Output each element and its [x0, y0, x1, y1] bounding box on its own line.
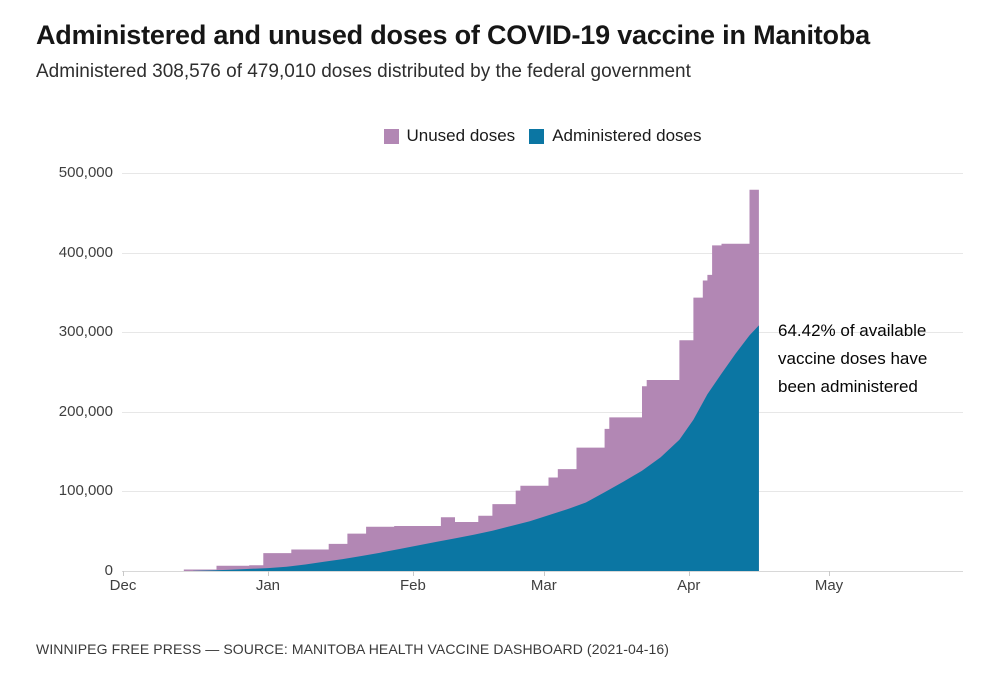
gridline: [122, 252, 963, 254]
annotation-callout: 64.42% of available vaccine doses have b…: [778, 321, 928, 396]
page-subtitle: Administered 308,576 of 479,010 doses di…: [36, 61, 691, 82]
area-administered-doses: [193, 325, 759, 571]
legend-label-unused: Unused doses: [406, 126, 516, 145]
x-axis-tick: [829, 571, 830, 576]
area-unused-doses: [183, 189, 759, 571]
x-axis-tick: [412, 571, 414, 576]
footer-credit: WINNIPEG FREE PRESS — SOURCE: MANITOBA H…: [36, 641, 670, 657]
x-axis-label: Dec: [109, 577, 137, 594]
legend-swatch-unused: [383, 128, 399, 144]
y-axis-label: 500,000: [58, 164, 113, 181]
legend-swatch-administered: [529, 128, 545, 144]
x-axis-tick: [543, 571, 545, 576]
gridline: [122, 411, 963, 413]
page-title: Administered and unused doses of COVID-1…: [36, 20, 870, 50]
x-axis-label: Mar: [530, 577, 557, 594]
y-axis-label: 0: [104, 562, 113, 579]
legend-item-administered: Administered doses: [529, 126, 702, 146]
y-axis-label: 200,000: [58, 402, 113, 420]
y-axis-label: 300,000: [58, 323, 113, 341]
legend: Unused doses Administered doses: [122, 126, 963, 146]
x-axis-label: Feb: [399, 577, 426, 594]
gridline: [122, 491, 963, 493]
x-axis-tick: [267, 571, 269, 576]
x-axis-label: Apr: [677, 577, 701, 594]
legend-label-administered: Administered doses: [552, 126, 702, 145]
x-axis-tick: [688, 571, 690, 576]
legend-item-unused: Unused doses: [383, 126, 516, 146]
y-axis-label: 100,000: [58, 482, 113, 500]
gridline: [122, 571, 963, 572]
y-axis-label: 400,000: [58, 243, 113, 261]
gridline: [122, 173, 963, 174]
x-axis-label: Jan: [255, 577, 281, 594]
x-axis-label: May: [814, 577, 844, 594]
x-axis-tick: [123, 571, 124, 576]
